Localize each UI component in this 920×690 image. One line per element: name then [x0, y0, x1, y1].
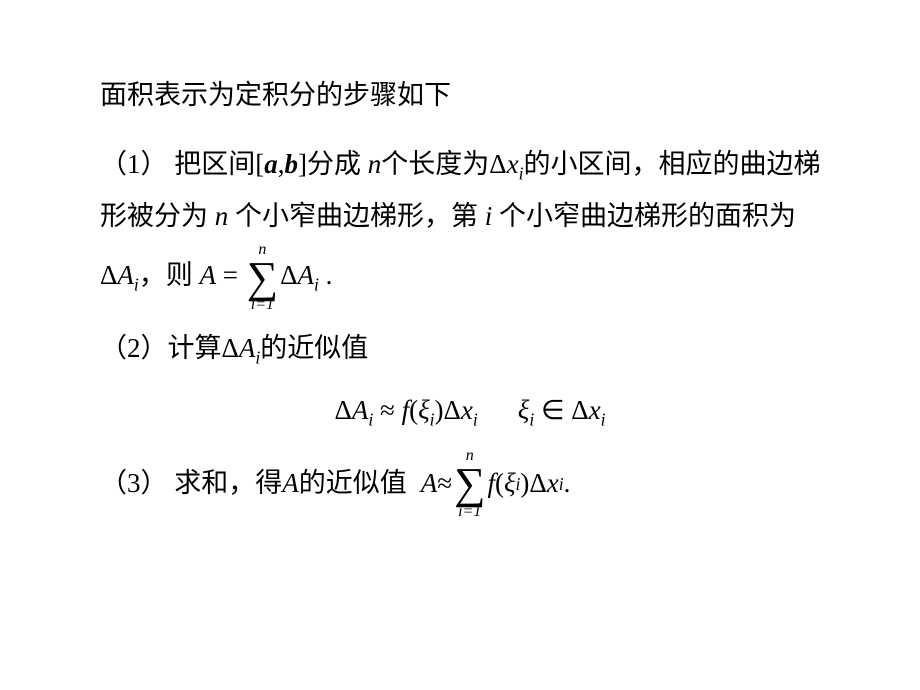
sum-lower-3: i=1: [454, 504, 485, 520]
eq-sign: =: [216, 260, 245, 290]
sigma-icon: ∑: [247, 258, 278, 298]
period-3: .: [564, 458, 571, 509]
step1-t6: 个小窄曲边梯形的面积为: [499, 201, 796, 231]
s3e-dx: Δ: [529, 458, 546, 509]
s3e-f: f: [487, 458, 495, 509]
s2c-xi: ξ: [518, 395, 530, 425]
period: .: [319, 260, 333, 290]
interval-open: [: [255, 149, 264, 179]
delta-a: Δ: [100, 260, 117, 290]
rhs-delta: Δ: [280, 260, 297, 290]
sum-symbol-3: n ∑ i=1: [454, 448, 485, 520]
delta-x: Δ: [489, 149, 506, 179]
step2-t2: 的近似值: [260, 333, 368, 363]
s2e-xi: ξ: [418, 395, 430, 425]
step2-equation: ΔAi ≈ f(ξi)Δxiξi ∈ Δxi: [100, 385, 840, 436]
s2e-lp: (: [409, 395, 418, 425]
sum-lower: i=1: [247, 297, 278, 313]
s2e-rp: ): [435, 395, 444, 425]
step1-t7: ，则: [139, 260, 193, 290]
s3e-A: A: [421, 458, 438, 509]
s3-A: A: [282, 468, 299, 498]
step-1: （1） 把区间[a,b]分成 n个长度为Δxi的小区间，相应的曲边梯形被分为 n…: [100, 139, 840, 313]
s2e-dA: Δ: [335, 395, 352, 425]
step2-lead: （2）计算: [100, 333, 222, 363]
s2c-xi2: i: [601, 409, 606, 429]
step3-lead: （3） 求和，得: [100, 468, 282, 498]
var-i: i: [478, 201, 499, 231]
s2c-x: x: [589, 395, 601, 425]
var-n2: n: [208, 201, 235, 231]
eq-A: A: [200, 260, 217, 290]
step3-equation: A ≈ n ∑ i=1 f(ξi)Δxi.: [421, 448, 571, 520]
s2e-f: f: [402, 395, 410, 425]
s2e-xi2: i: [473, 409, 478, 429]
var-A: A: [117, 260, 134, 290]
step3-t2: 的近似值: [299, 468, 407, 498]
step-3: （3） 求和，得A的近似值 A ≈ n ∑ i=1 f(ξi)Δxi.: [100, 448, 840, 520]
s2e-dx: Δ: [444, 395, 461, 425]
sum-symbol: n ∑ i=1: [247, 242, 278, 314]
s2c-in: ∈: [534, 395, 571, 425]
var-a: a: [264, 149, 278, 179]
var-b: b: [285, 149, 299, 179]
interval-close: ]: [298, 149, 307, 179]
s3e-xi: ξ: [504, 458, 516, 509]
var-x: x: [507, 149, 519, 179]
step1-t3: 个长度为: [381, 149, 489, 179]
s2e-A: A: [352, 395, 369, 425]
s2e-x: x: [461, 395, 473, 425]
step1-lead: （1） 把区间: [100, 149, 255, 179]
step1-t5: 个小窄曲边梯形，第: [235, 201, 478, 231]
sigma-icon-3: ∑: [454, 464, 485, 504]
slide-title: 面积表示为定积分的步骤如下: [100, 70, 840, 121]
s2-delta-a: Δ: [222, 333, 239, 363]
s3e-x: x: [547, 458, 559, 509]
rhs-A: A: [297, 260, 314, 290]
s3e-approx: ≈: [437, 458, 452, 509]
interval-comma: ,: [278, 149, 285, 179]
slide-content: 面积表示为定积分的步骤如下 （1） 把区间[a,b]分成 n个长度为Δxi的小区…: [0, 0, 920, 570]
step-2: （2）计算ΔAi的近似值: [100, 323, 840, 374]
s3e-lp: (: [495, 458, 504, 509]
step1-t2: 分成: [307, 149, 368, 179]
s2c-dx: Δ: [571, 395, 588, 425]
var-n: n: [368, 149, 382, 179]
s2-A: A: [239, 333, 256, 363]
s3e-rp: ): [520, 458, 529, 509]
s2e-approx: ≈: [373, 395, 401, 425]
